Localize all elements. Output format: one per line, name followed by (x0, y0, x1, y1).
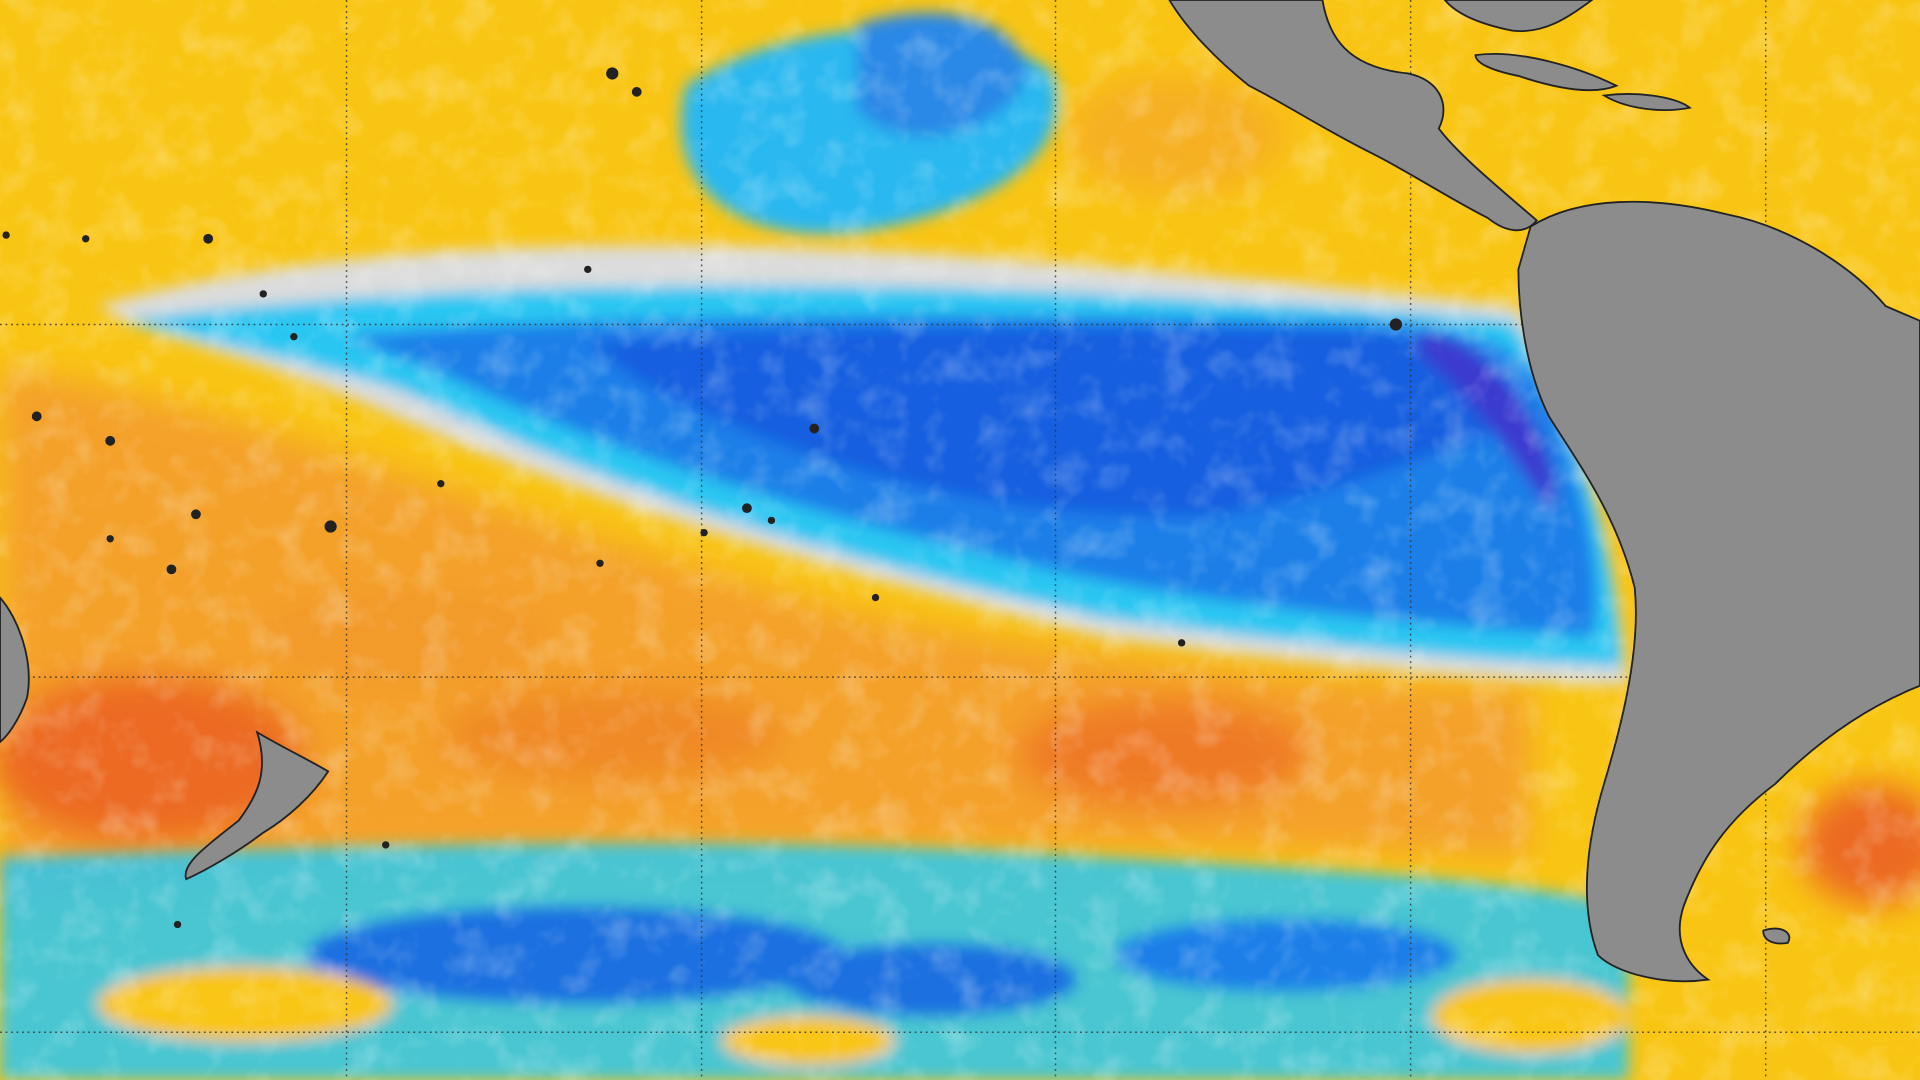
island (871, 593, 880, 602)
land (0, 0, 1920, 983)
island (742, 503, 752, 514)
falkland-islands (1762, 927, 1791, 945)
island (1177, 639, 1186, 647)
cuba (1474, 53, 1619, 92)
island (82, 235, 90, 243)
island (324, 520, 337, 533)
island (290, 333, 298, 341)
island (437, 480, 445, 488)
island (166, 564, 177, 575)
island (1389, 318, 1403, 331)
island (191, 509, 201, 520)
island (106, 535, 114, 543)
island (105, 435, 116, 446)
island (31, 411, 42, 422)
island (700, 528, 708, 537)
island (173, 920, 182, 929)
island (606, 67, 619, 80)
island (767, 516, 776, 525)
island (631, 86, 642, 97)
island (203, 233, 214, 244)
islands (2, 67, 1403, 929)
central-america (1168, 0, 1539, 232)
island (809, 423, 820, 434)
island (596, 559, 604, 567)
hispaniola (1601, 93, 1692, 111)
north-america-gulf (1443, 0, 1594, 33)
island (584, 265, 592, 274)
island (382, 841, 390, 849)
island (259, 290, 267, 298)
new-zealand (184, 730, 330, 881)
australia (0, 596, 30, 744)
south-america (1517, 200, 1920, 983)
island (2, 231, 10, 239)
